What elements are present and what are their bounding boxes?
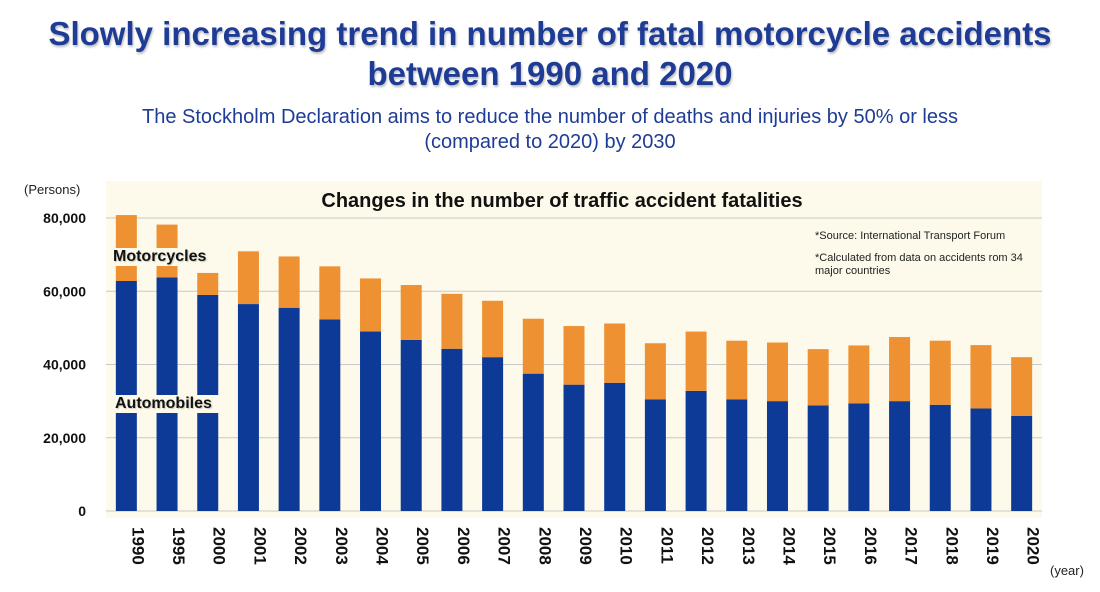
page-subtitle: The Stockholm Declaration aims to reduce… bbox=[0, 105, 1100, 155]
x-tick-label: 2011 bbox=[657, 527, 676, 564]
bar-motorcycles-2020 bbox=[1011, 357, 1033, 416]
subtitle-line-1: The Stockholm Declaration aims to reduce… bbox=[142, 106, 958, 128]
page-title: Slowly increasing trend in number of fat… bbox=[0, 14, 1100, 94]
bar-automobiles-1995 bbox=[156, 277, 178, 511]
bar-motorcycles-2003 bbox=[319, 266, 341, 320]
y-axis-ticks: 0 20,000 40,000 60,000 80,000 bbox=[43, 210, 86, 519]
bar-automobiles-2007 bbox=[482, 357, 504, 511]
bar-motorcycles-2015 bbox=[807, 349, 829, 406]
bar-automobiles-2002 bbox=[278, 307, 300, 511]
bar-automobiles-2020 bbox=[1011, 415, 1033, 511]
bar-automobiles-2014 bbox=[766, 401, 788, 511]
bar-motorcycles-2009 bbox=[563, 326, 585, 385]
bar-motorcycles-2006 bbox=[441, 293, 463, 349]
x-tick-label: 2017 bbox=[902, 527, 921, 565]
bar-motorcycles-2019 bbox=[970, 345, 992, 409]
x-tick-label: 2016 bbox=[861, 527, 880, 565]
bar-motorcycles-2017 bbox=[889, 337, 911, 402]
x-tick-label: 2006 bbox=[454, 527, 473, 565]
bar-automobiles-2010 bbox=[604, 382, 626, 511]
source-note: *Source: International Transport Forum bbox=[815, 230, 1006, 242]
bar-motorcycles-2010 bbox=[604, 323, 626, 383]
bar-automobiles-2009 bbox=[563, 384, 585, 511]
x-tick-label: 1990 bbox=[128, 527, 147, 565]
bar-automobiles-2004 bbox=[360, 331, 382, 511]
bar-automobiles-2013 bbox=[726, 399, 748, 511]
x-tick-label: 2010 bbox=[617, 527, 636, 565]
x-tick-label: 2008 bbox=[535, 527, 554, 565]
bar-motorcycles-2011 bbox=[644, 343, 666, 400]
y-tick-label: 20,000 bbox=[43, 430, 86, 446]
bar-automobiles-2008 bbox=[522, 373, 544, 511]
x-tick-label: 2018 bbox=[942, 527, 961, 565]
bar-motorcycles-2001 bbox=[237, 251, 259, 305]
x-axis-ticks: 1990 1995 2000 2001 2002 2003 2004 2005 2006 2007… bbox=[128, 527, 1042, 565]
calculation-note: *Calculated from data on accidents rom 3… bbox=[815, 252, 1023, 277]
legend-motorcycles: Motorcycles bbox=[111, 248, 235, 266]
bar-automobiles-2011 bbox=[644, 399, 666, 511]
x-tick-label: 2013 bbox=[739, 527, 758, 565]
bar-motorcycles-2005 bbox=[400, 285, 422, 340]
bar-automobiles-2005 bbox=[400, 339, 422, 511]
bar-motorcycles-2016 bbox=[848, 345, 870, 404]
bar-automobiles-2003 bbox=[319, 319, 341, 511]
bar-automobiles-2006 bbox=[441, 348, 463, 511]
bar-automobiles-2016 bbox=[848, 403, 870, 511]
title-line-2: between 1990 and 2020 bbox=[367, 55, 733, 92]
y-tick-label: 40,000 bbox=[43, 357, 86, 373]
x-tick-label: 1995 bbox=[169, 527, 188, 565]
x-tick-label: 2003 bbox=[332, 527, 351, 565]
x-tick-label: 2020 bbox=[1024, 527, 1043, 565]
x-tick-label: 2019 bbox=[983, 527, 1002, 565]
bar-automobiles-2018 bbox=[929, 404, 951, 511]
bar-motorcycles-2014 bbox=[766, 342, 788, 402]
bar-automobiles-2015 bbox=[807, 405, 829, 511]
x-tick-label: 2015 bbox=[820, 527, 839, 565]
y-tick-label: 80,000 bbox=[43, 210, 86, 226]
bar-automobiles-2001 bbox=[237, 304, 259, 511]
y-axis-label: (Persons) bbox=[24, 182, 81, 197]
x-tick-label: 2007 bbox=[495, 527, 514, 565]
x-tick-label: 2004 bbox=[373, 527, 392, 565]
bar-motorcycles-2012 bbox=[685, 331, 707, 391]
x-tick-label: 2001 bbox=[250, 527, 269, 565]
y-tick-label: 60,000 bbox=[43, 283, 86, 299]
subtitle-line-2: (compared to 2020) by 2030 bbox=[424, 131, 676, 153]
x-axis-label: (year) bbox=[1050, 563, 1084, 578]
bar-motorcycles-2013 bbox=[726, 340, 748, 400]
x-tick-label: 2005 bbox=[413, 527, 432, 565]
bar-motorcycles-2004 bbox=[360, 278, 382, 332]
title-line-1: Slowly increasing trend in number of fat… bbox=[48, 15, 1052, 52]
bar-automobiles-2012 bbox=[685, 390, 707, 511]
bar-motorcycles-2000 bbox=[197, 272, 219, 295]
bar-motorcycles-2007 bbox=[482, 300, 504, 358]
bar-automobiles-2017 bbox=[889, 401, 911, 511]
bar-automobiles-2019 bbox=[970, 408, 992, 511]
y-tick-label: 0 bbox=[78, 503, 86, 519]
bar-motorcycles-2018 bbox=[929, 340, 951, 405]
x-tick-label: 2014 bbox=[779, 527, 798, 565]
bar-motorcycles-2008 bbox=[522, 318, 544, 374]
x-tick-label: 2000 bbox=[210, 527, 229, 565]
x-tick-label: 2009 bbox=[576, 527, 595, 565]
x-tick-label: 2012 bbox=[698, 527, 717, 565]
bar-motorcycles-2002 bbox=[278, 256, 300, 308]
x-tick-label: 2002 bbox=[291, 527, 310, 565]
chart-title: Changes in the number of traffic acciden… bbox=[321, 190, 803, 212]
legend-automobiles: Automobiles bbox=[113, 395, 237, 413]
